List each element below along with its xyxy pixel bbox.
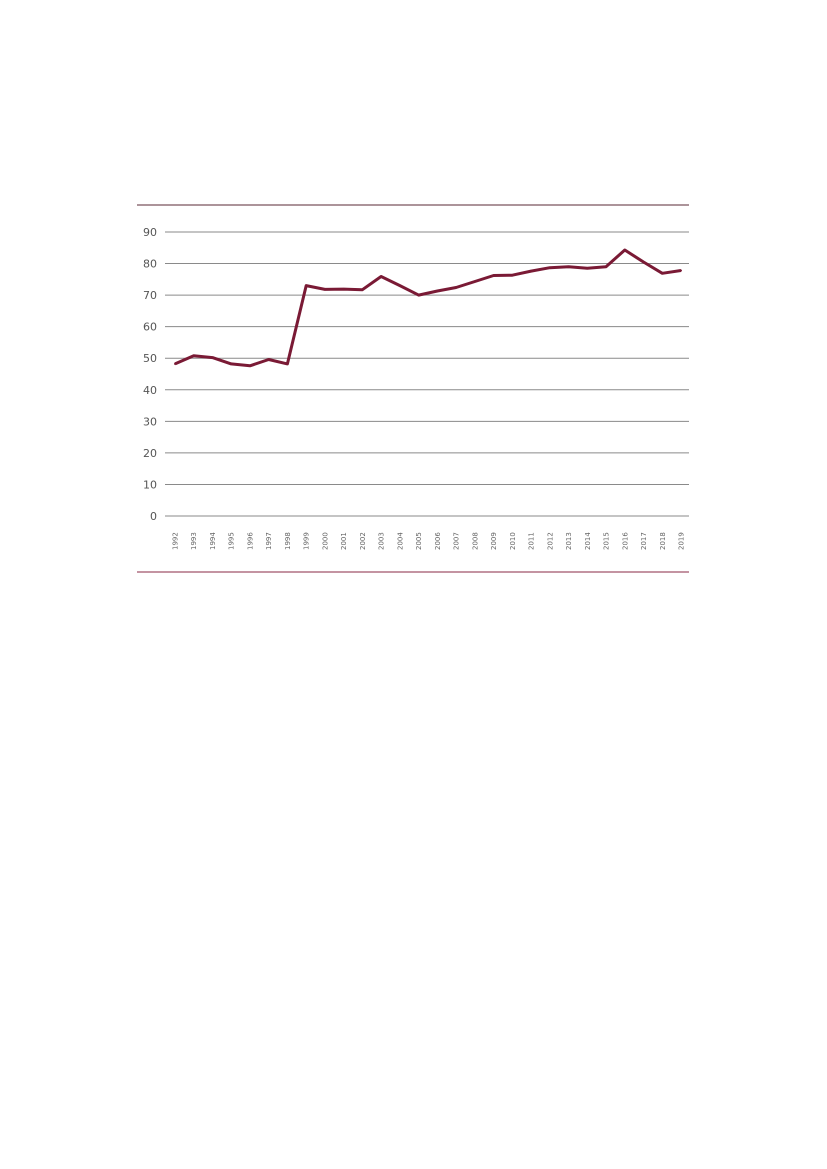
x-tick-label: 2017 <box>640 532 648 550</box>
x-tick-label: 2015 <box>603 532 611 550</box>
x-tick-label: 2019 <box>678 532 686 550</box>
data-point <box>398 284 401 287</box>
data-point <box>417 294 420 297</box>
data-point <box>680 269 682 272</box>
data-point <box>605 265 608 268</box>
x-tick-label: 2016 <box>621 532 629 550</box>
data-point <box>192 354 195 357</box>
x-tick-label: 1994 <box>209 532 217 550</box>
data-point <box>248 364 251 367</box>
data-point <box>661 272 664 275</box>
y-tick-label: 0 <box>150 510 157 523</box>
data-point <box>286 362 289 365</box>
y-tick-label: 90 <box>143 226 157 239</box>
data-point <box>455 286 458 289</box>
data-point <box>267 358 270 361</box>
data-point <box>548 266 551 269</box>
x-tick-label: 1992 <box>172 532 180 550</box>
x-tick-label: 2004 <box>396 532 404 550</box>
x-tick-label: 2010 <box>509 532 517 550</box>
y-tick-label: 20 <box>143 447 157 460</box>
data-point <box>642 260 645 263</box>
x-tick-label: 1996 <box>246 532 254 550</box>
x-tick-label: 1998 <box>284 532 292 550</box>
data-point <box>211 356 214 359</box>
y-tick-label: 40 <box>143 384 157 397</box>
data-point <box>342 288 345 291</box>
y-tick-label: 10 <box>143 478 157 491</box>
x-tick-label: 1997 <box>265 532 273 550</box>
y-tick-label: 70 <box>143 289 157 302</box>
data-point <box>174 362 176 365</box>
data-point <box>436 290 439 293</box>
data-point <box>586 267 589 270</box>
x-tick-label: 2000 <box>321 532 329 550</box>
data-point <box>323 288 326 291</box>
data-point <box>361 288 364 291</box>
x-tick-label: 2012 <box>546 532 554 550</box>
series-line <box>174 248 682 368</box>
x-tick-label: 2003 <box>378 532 386 550</box>
data-point <box>511 274 514 277</box>
data-point <box>473 280 476 283</box>
x-tick-label: 1995 <box>228 532 236 550</box>
x-tick-label: 2007 <box>453 532 461 550</box>
data-point <box>305 284 308 287</box>
x-tick-label: 2009 <box>490 532 498 550</box>
x-tick-label: 2014 <box>584 532 592 550</box>
x-tick-label: 2006 <box>434 532 442 550</box>
data-point <box>380 275 383 278</box>
y-tick-label: 80 <box>143 258 157 271</box>
x-tick-label: 2005 <box>415 532 423 550</box>
x-tick-label: 2011 <box>528 532 536 550</box>
x-tick-label: 1993 <box>190 532 198 550</box>
data-point <box>567 265 570 268</box>
x-tick-label: 1999 <box>303 532 311 550</box>
data-point <box>530 270 533 273</box>
y-tick-label: 50 <box>143 352 157 365</box>
data-point <box>623 248 626 251</box>
x-tick-label: 2001 <box>340 532 348 550</box>
y-tick-label: 60 <box>143 321 157 334</box>
x-tick-label: 2008 <box>471 532 479 550</box>
data-point <box>230 362 233 365</box>
x-tick-label: 2002 <box>359 532 367 550</box>
x-tick-label: 2013 <box>565 532 573 550</box>
x-tick-label: 2018 <box>659 532 667 550</box>
data-point <box>492 274 495 277</box>
y-tick-label: 30 <box>143 415 157 428</box>
